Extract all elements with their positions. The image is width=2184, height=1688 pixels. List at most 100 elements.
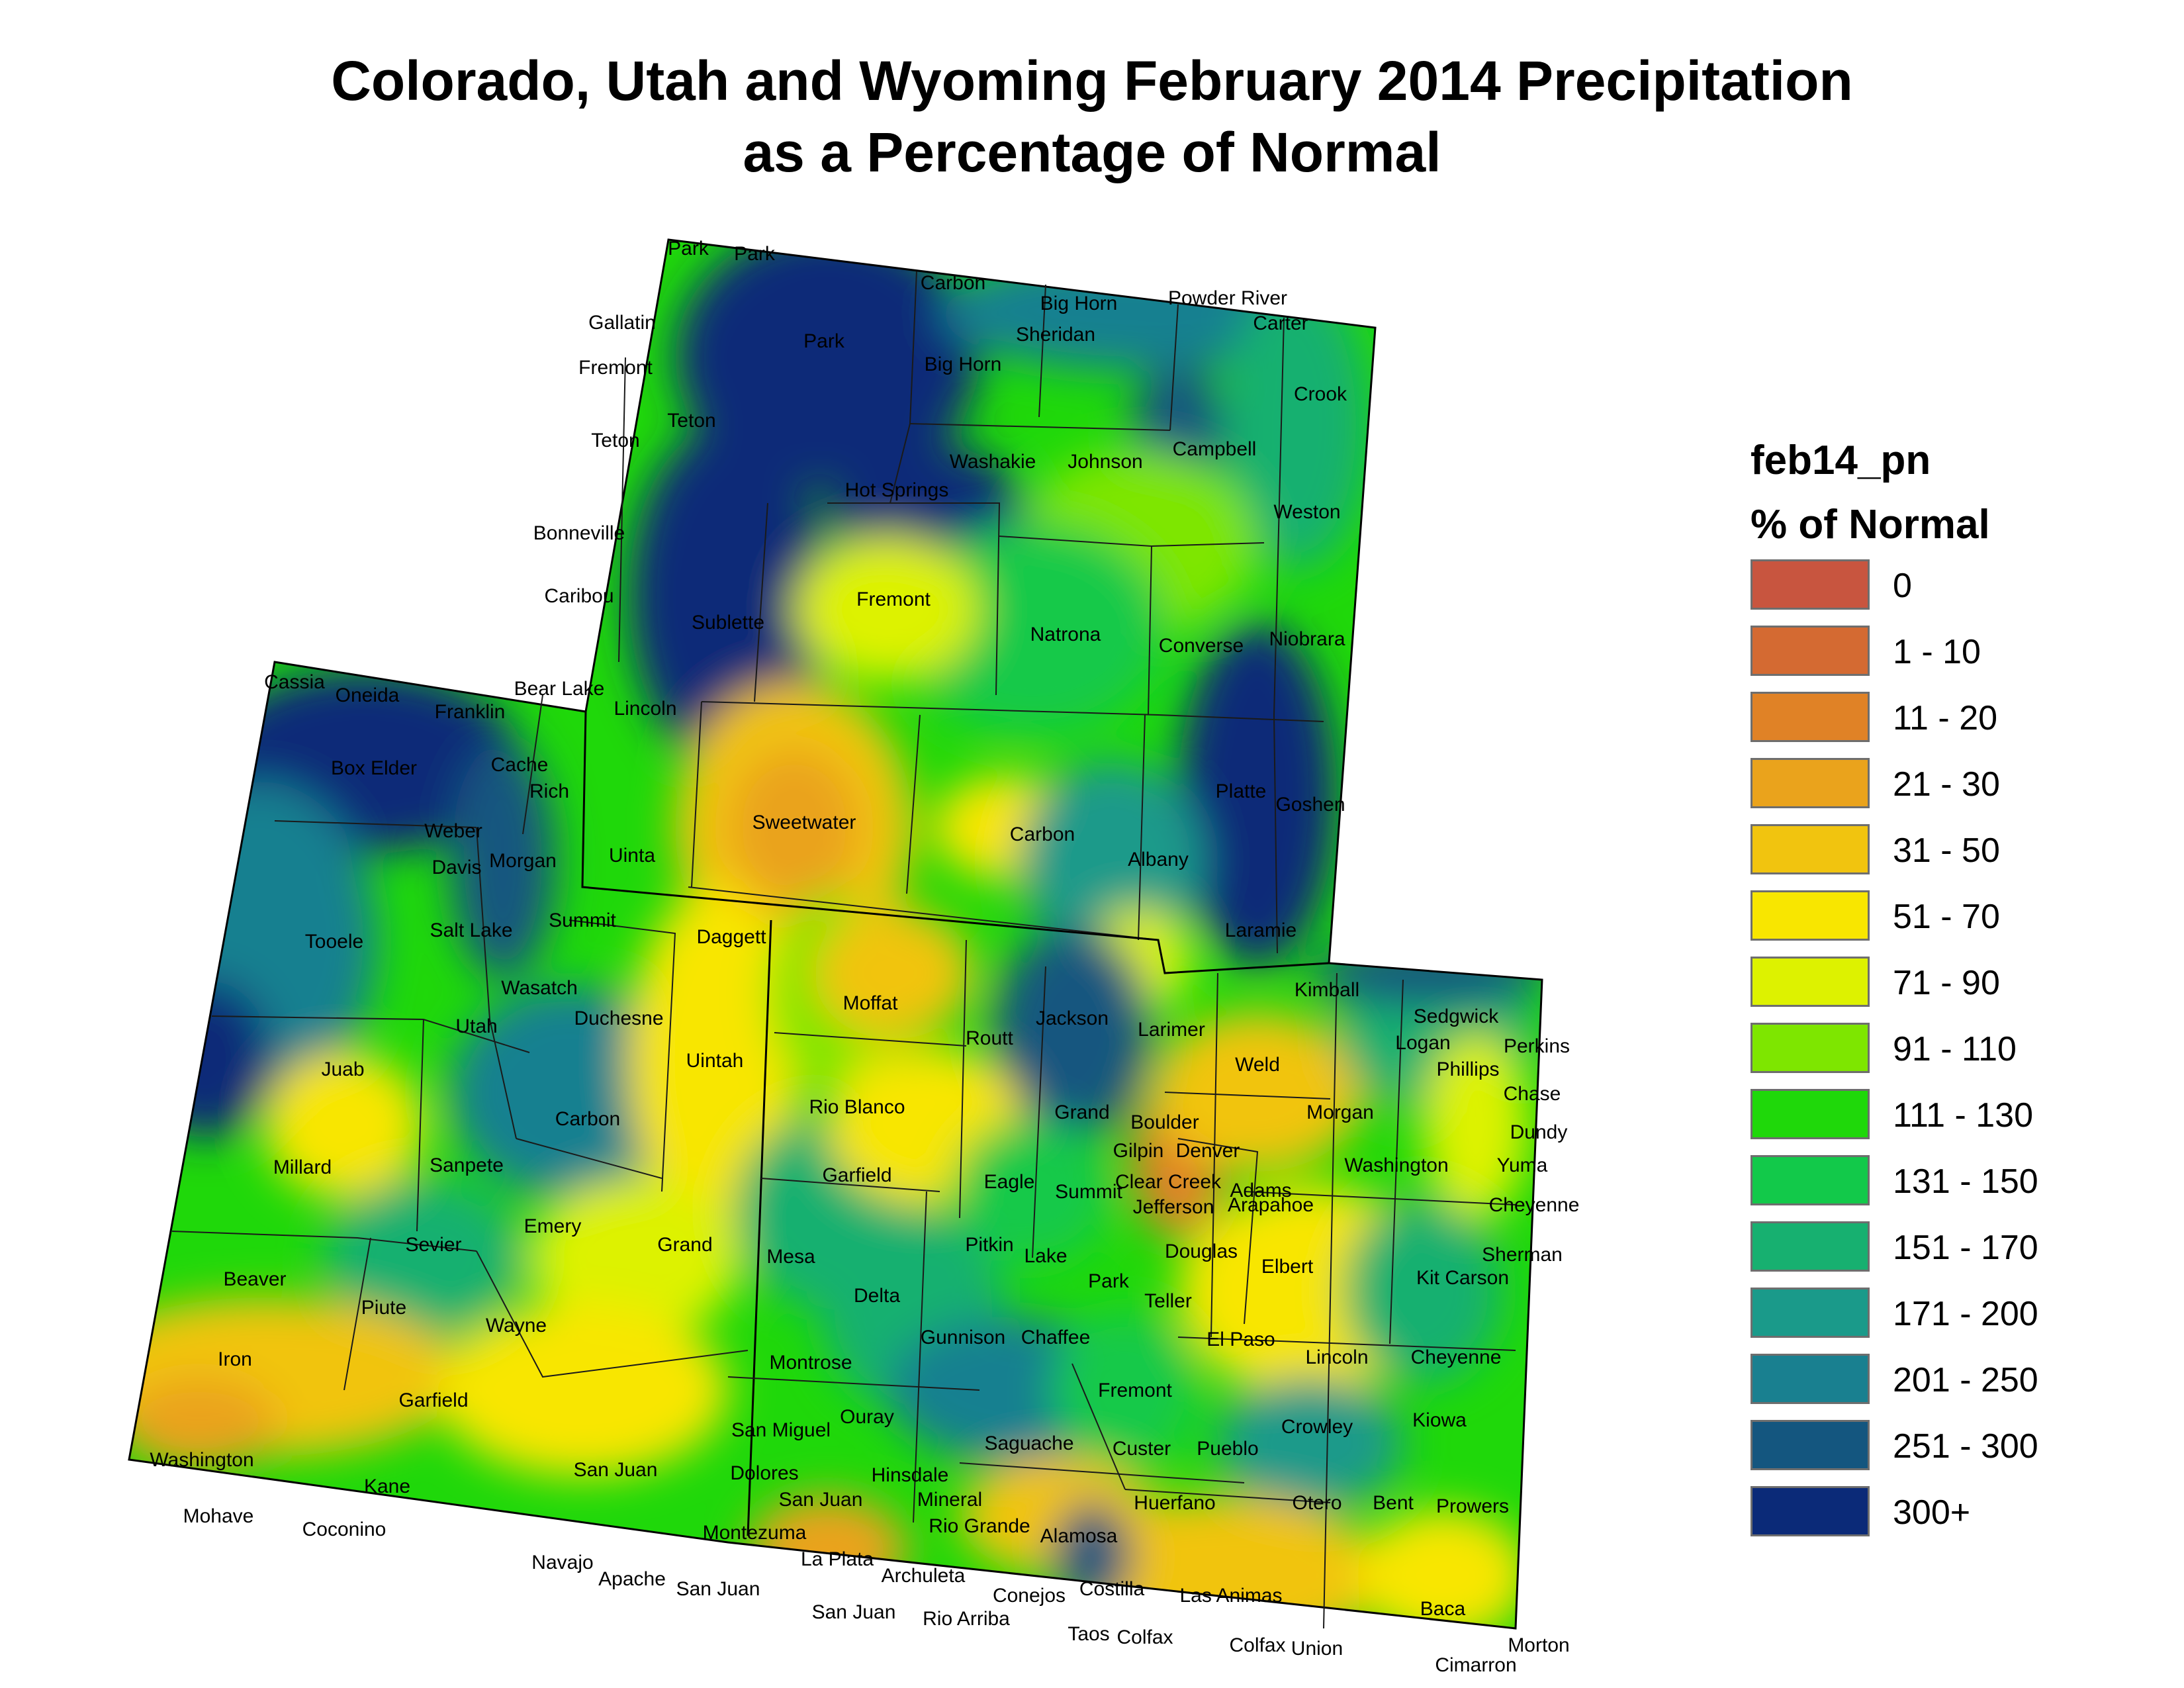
county-label: Arapahoe — [1228, 1194, 1314, 1216]
county-label: Big Horn — [925, 353, 1002, 375]
county-label: Sedgwick — [1414, 1006, 1499, 1027]
county-label: Teller — [1144, 1290, 1192, 1312]
county-label: Gallatin — [588, 312, 656, 334]
county-label: Apache — [598, 1568, 666, 1590]
county-label: Garfield — [822, 1164, 891, 1186]
county-label: Rio Blanco — [809, 1096, 905, 1118]
county-label: San Juan — [676, 1578, 760, 1600]
county-label: Powder River — [1168, 287, 1287, 309]
county-label: Sublette — [692, 612, 764, 633]
county-label: Sweetwater — [752, 812, 856, 833]
county-label: Park — [1088, 1270, 1130, 1292]
county-label: Phillips — [1436, 1058, 1499, 1080]
county-label: Hot Springs — [845, 479, 949, 501]
county-label: Tooele — [305, 931, 363, 953]
county-label: Weber — [424, 820, 482, 842]
county-label: Natrona — [1030, 624, 1101, 645]
county-label: Fremont — [1098, 1380, 1172, 1401]
legend-label: 51 - 70 — [1893, 898, 2000, 936]
legend-swatch — [1751, 1155, 1870, 1205]
county-label: Lincoln — [1305, 1346, 1368, 1368]
county-label: Iron — [218, 1348, 252, 1370]
county-label: Carbon — [1010, 823, 1075, 845]
county-label: Park — [734, 243, 776, 265]
county-label: Millard — [273, 1156, 332, 1178]
county-label: Mineral — [917, 1489, 982, 1511]
county-label: Dundy — [1510, 1121, 1568, 1143]
county-label: Kane — [364, 1476, 410, 1497]
county-label: Rio Arriba — [923, 1608, 1010, 1630]
legend-swatch — [1751, 559, 1870, 610]
county-label: Alamosa — [1040, 1525, 1118, 1547]
county-label: Cache — [491, 754, 549, 776]
county-label: Jackson — [1036, 1008, 1109, 1029]
county-label: Moffat — [843, 992, 898, 1014]
county-label: Ouray — [840, 1406, 894, 1428]
county-labels: Park Park Carbon Big Horn Powder River Gallat… — [150, 238, 1579, 1676]
legend-swatch — [1751, 626, 1870, 676]
county-label: Bear Lake — [514, 678, 605, 700]
county-label: Box Elder — [331, 757, 417, 779]
county-label: Huerfano — [1134, 1492, 1215, 1514]
county-label: San Juan — [574, 1459, 658, 1481]
legend-swatch — [1751, 758, 1870, 808]
county-label: Colfax — [1116, 1626, 1173, 1648]
county-label: San Juan — [812, 1601, 896, 1623]
county-label: Sherman — [1482, 1244, 1563, 1266]
county-label: Clear Creek — [1115, 1171, 1222, 1193]
county-label: Rich — [529, 780, 569, 802]
legend-label: 71 - 90 — [1893, 964, 2000, 1002]
county-label: San Juan — [779, 1489, 863, 1511]
county-label: Eagle — [984, 1171, 1035, 1193]
county-label: Cheyenne — [1489, 1194, 1580, 1216]
county-label: Morgan — [1306, 1102, 1374, 1123]
map-title-line-2: as a Percentage of Normal — [743, 121, 1441, 183]
county-label: Caribou — [544, 585, 614, 607]
legend-label: 91 - 110 — [1893, 1030, 2017, 1068]
county-label: Kit Carson — [1416, 1267, 1509, 1289]
county-label: Niobrara — [1269, 628, 1345, 650]
boundaries — [128, 238, 1543, 1630]
county-label: Weston — [1273, 501, 1340, 523]
county-label: Wasatch — [501, 977, 578, 999]
county-label: Duchesne — [574, 1008, 663, 1029]
county-label: Big Horn — [1040, 293, 1118, 314]
county-label: Grand — [1054, 1102, 1109, 1123]
county-label: Montrose — [769, 1352, 852, 1374]
county-label: Saguache — [984, 1432, 1073, 1454]
county-label: Goshen — [1275, 794, 1345, 816]
legend-units: % of Normal — [1751, 502, 1990, 547]
county-label: Salt Lake — [430, 919, 512, 941]
county-label: Gunnison — [921, 1327, 1005, 1348]
legend-label: 31 - 50 — [1893, 831, 2000, 870]
county-label: Fremont — [578, 357, 653, 379]
county-label: Carbon — [921, 272, 985, 294]
county-label: Daggett — [696, 926, 766, 948]
county-label: Chaffee — [1021, 1327, 1091, 1348]
county-label: Converse — [1159, 635, 1244, 657]
county-label: Union — [1291, 1638, 1343, 1660]
county-label: Kiowa — [1412, 1409, 1467, 1431]
county-label: Navajo — [531, 1552, 593, 1573]
county-label: Fremont — [856, 588, 931, 610]
county-label: Elbert — [1261, 1256, 1314, 1278]
county-label: Beaver — [223, 1268, 286, 1290]
county-label: Sanpete — [430, 1154, 504, 1176]
legend-swatch — [1751, 824, 1870, 874]
county-label: Washington — [1344, 1154, 1448, 1176]
county-label: Crook — [1294, 383, 1347, 405]
county-label: Dolores — [730, 1462, 798, 1484]
county-label: Delta — [854, 1285, 900, 1307]
county-label: Costilla — [1079, 1578, 1145, 1600]
legend-swatch — [1751, 1354, 1870, 1404]
county-label: Sheridan — [1016, 324, 1095, 346]
county-label: Cimarron — [1435, 1654, 1516, 1676]
county-label: Conejos — [993, 1585, 1066, 1607]
county-label: Oneida — [336, 684, 400, 706]
county-label: Adams — [1230, 1180, 1291, 1201]
county-label: Lake — [1024, 1245, 1067, 1267]
legend-swatch — [1751, 692, 1870, 742]
county-label: Carbon — [555, 1108, 620, 1130]
county-label: Colfax — [1229, 1634, 1285, 1656]
county-label: Denver — [1176, 1140, 1240, 1162]
